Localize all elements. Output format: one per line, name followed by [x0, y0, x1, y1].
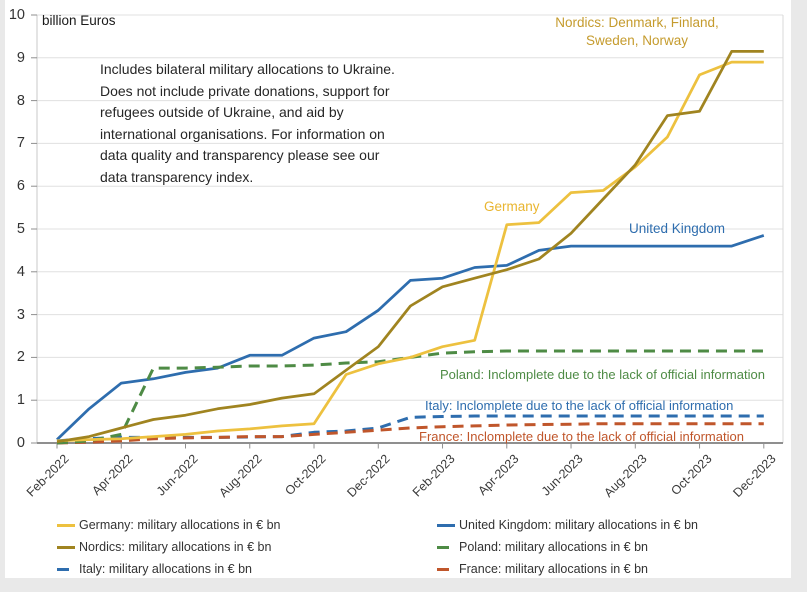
nordics-line-swatch-icon	[57, 545, 79, 549]
legend-item-nordics: Nordics: military allocations in € bn	[57, 536, 280, 558]
y-axis-label-2: 2	[16, 349, 25, 366]
legend-item-france: France: military allocations in € bn	[437, 558, 698, 580]
nordics-series-label-line1: Nordics: Denmark, Finland,	[555, 15, 719, 30]
france-series-line	[56, 422, 764, 445]
legend-item-label: Nordics: military allocations in € bn	[79, 540, 272, 554]
y-axis-label-6: 6	[16, 178, 25, 195]
uk-series-line	[56, 234, 765, 441]
legend-column-right: United Kingdom: military allocations in …	[437, 514, 698, 580]
legend-item-united-kingdom: United Kingdom: military allocations in …	[437, 514, 698, 536]
uk-line-swatch-icon	[437, 523, 459, 527]
legend-item-germany: Germany: military allocations in € bn	[57, 514, 280, 536]
y-axis-label-3: 3	[16, 306, 25, 323]
nordics-series-label-line2: Sweden, Norway	[585, 33, 689, 48]
y-axis-label-5: 5	[16, 221, 25, 237]
page-margin-bottom	[0, 578, 807, 592]
germany-line-swatch-icon	[57, 523, 79, 527]
legend-item-italy: Italy: military allocations in € bn	[57, 558, 280, 580]
y-axis-label-9: 9	[16, 49, 25, 66]
y-axis-label-8: 8	[16, 92, 25, 109]
poland-dash-swatch-icon	[437, 545, 459, 549]
legend-item-poland: Poland: military allocations in € bn	[437, 536, 698, 558]
italy-incomplete-note: Italy: Inclomplete due to the lack of of…	[425, 398, 734, 413]
y-axis-label-4: 4	[16, 263, 25, 280]
italy-dash-swatch-icon	[57, 567, 79, 571]
france-dash-swatch-icon	[437, 567, 459, 571]
legend-item-label: Poland: military allocations in € bn	[459, 540, 648, 554]
legend-column-left: Germany: military allocations in € bn No…	[57, 514, 280, 580]
france-incomplete-note: France: Inclomplete due to the lack of o…	[419, 429, 744, 444]
page-margin-right	[791, 0, 807, 592]
germany-series-label: Germany	[484, 199, 540, 214]
y-axis-label-1: 1	[16, 392, 25, 409]
page-margin-left	[0, 0, 5, 592]
y-axis-label-7: 7	[16, 135, 25, 152]
germany-series-line	[56, 60, 764, 443]
nordics-series-label: Nordics: Denmark, Finland, Sweden, Norwa…	[517, 14, 757, 50]
y-axis-label-10: 10	[8, 7, 25, 23]
chart-annotation-text: Includes bilateral military allocations …	[100, 61, 395, 185]
legend-item-label: United Kingdom: military allocations in …	[459, 518, 699, 532]
legend-item-label: Germany: military allocations in € bn	[79, 518, 281, 532]
legend-item-label: France: military allocations in € bn	[459, 562, 648, 576]
uk-series-label: United Kingdom	[629, 221, 726, 236]
nordics-series-line	[56, 50, 764, 444]
legend-item-label: Italy: military allocations in € bn	[79, 562, 252, 576]
poland-incomplete-note: Poland: Inclomplete due to the lack of o…	[440, 367, 765, 382]
y-axis-label-0: 0	[16, 435, 25, 451]
y-axis-title: billion Euros	[42, 13, 116, 28]
